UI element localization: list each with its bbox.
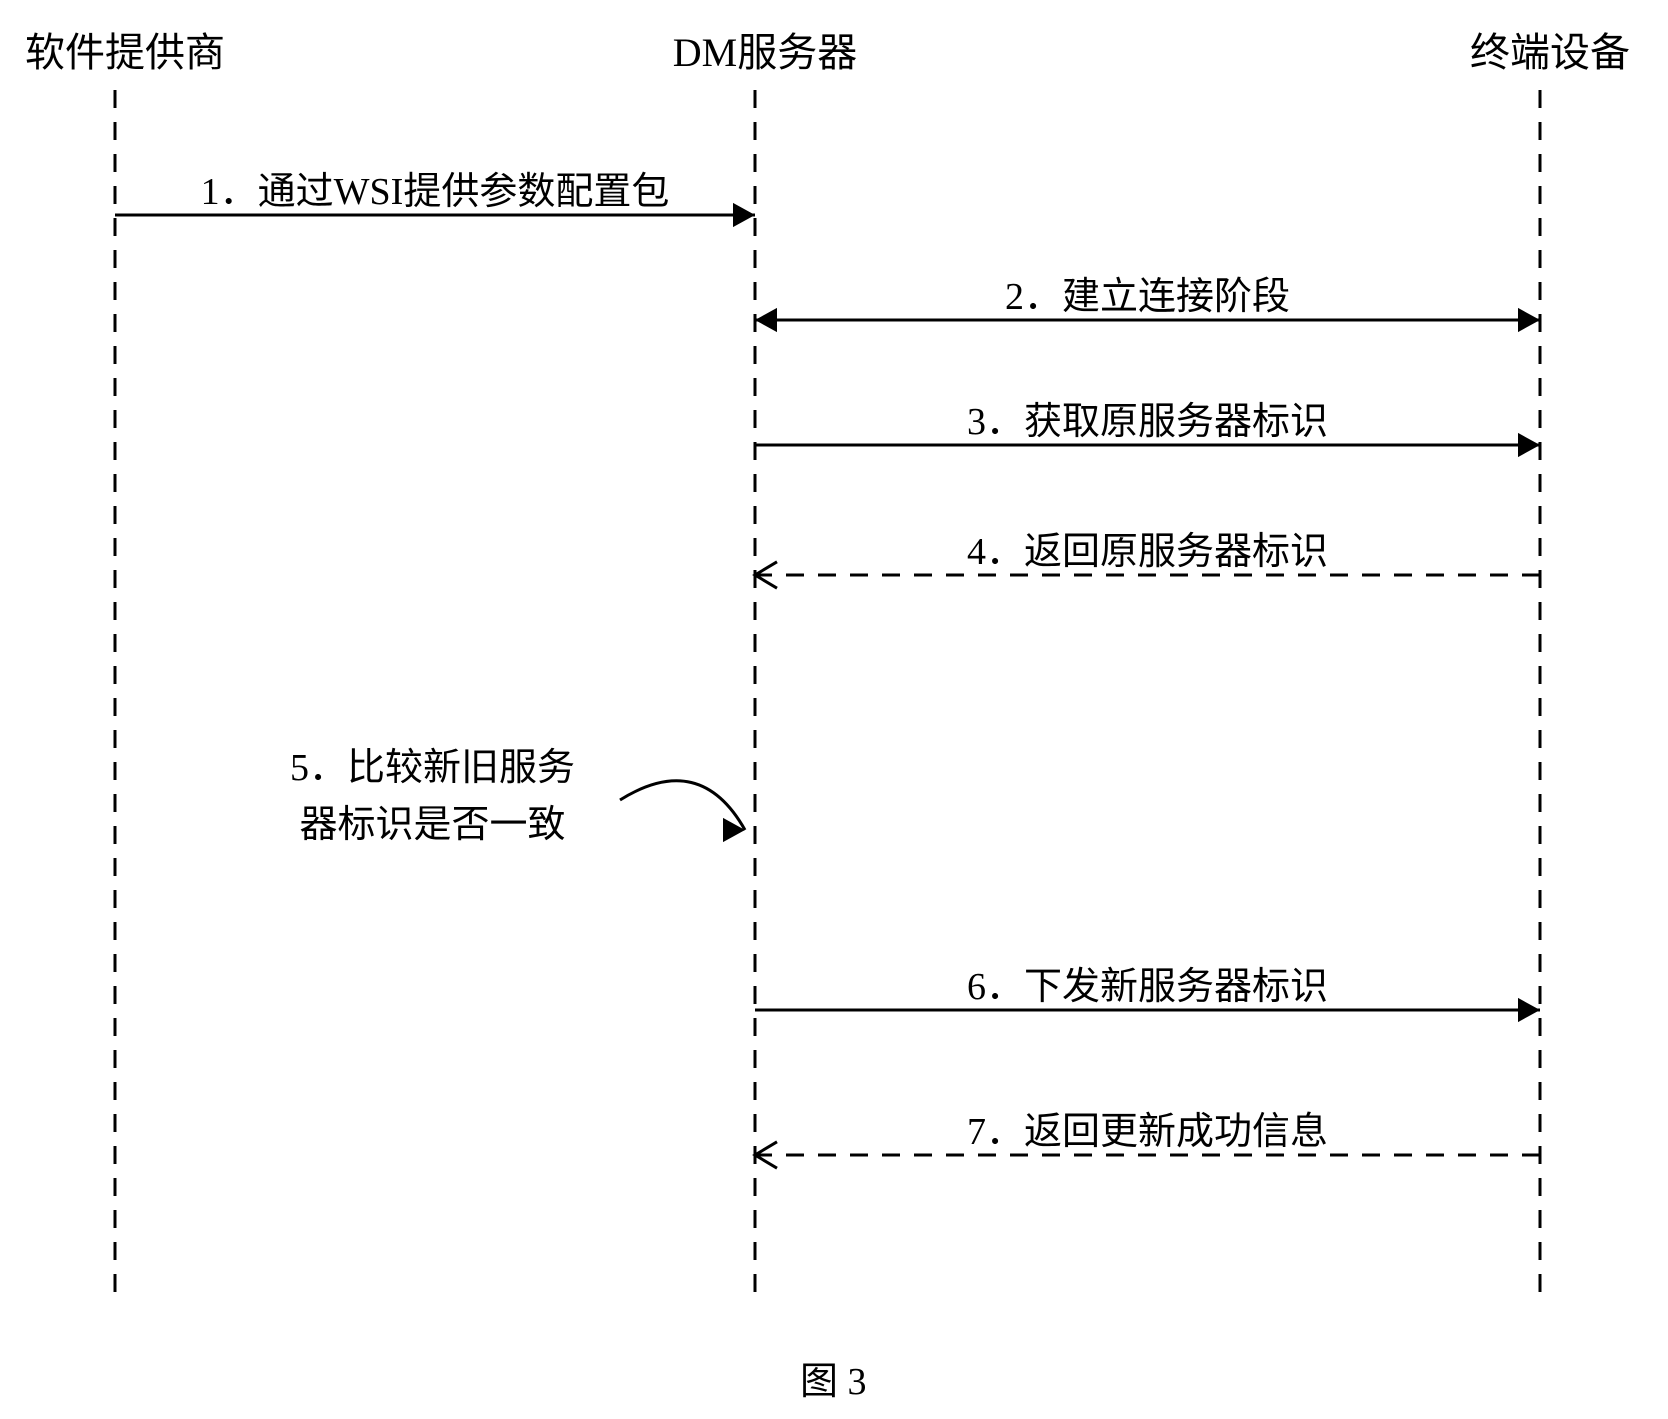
sequence-diagram: 软件提供商 DM服务器 终端设备 1．通过WSI提供参数配置包 2．建立连接阶段…	[0, 0, 1668, 1419]
diagram-svg	[0, 0, 1668, 1419]
